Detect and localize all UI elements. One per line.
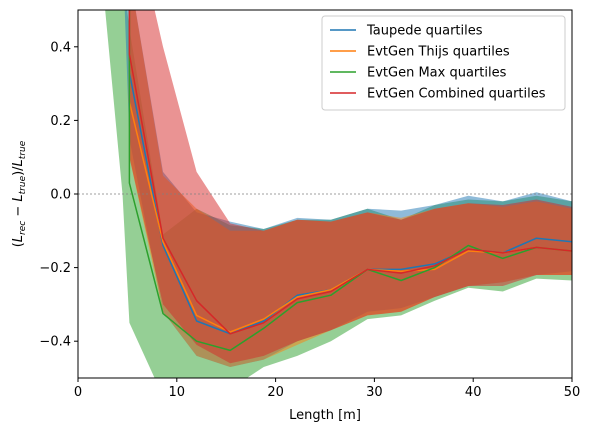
x-tick-label: 20 bbox=[267, 385, 284, 400]
legend-entry: Taupede quartiles bbox=[366, 24, 483, 39]
x-axis-ticks: 0 10 20 30 40 50 bbox=[74, 378, 580, 400]
median-lines bbox=[128, 10, 572, 352]
legend-box bbox=[321, 15, 566, 111]
median-line-evtgen-combined-quartiles bbox=[128, 10, 572, 335]
y-axis-label: (Lrec − Ltrue)/Ltrue bbox=[11, 140, 28, 247]
y-tick-label: 0.2 bbox=[50, 114, 71, 129]
median-line-evtgen-max-quartiles bbox=[128, 10, 572, 352]
y-tick-label: 0.4 bbox=[50, 40, 71, 55]
x-tick-label: 40 bbox=[465, 385, 482, 400]
quartile-bands bbox=[105, 10, 572, 378]
y-tick-label: −0.2 bbox=[39, 261, 71, 276]
band-evtgen-combined-quartiles bbox=[129, 10, 572, 364]
x-tick-label: 10 bbox=[169, 385, 186, 400]
x-axis-label: Length [m] bbox=[289, 408, 361, 423]
x-tick-label: 0 bbox=[74, 385, 82, 400]
y-tick-label: 0.0 bbox=[50, 188, 71, 203]
x-tick-label: 50 bbox=[564, 385, 581, 400]
legend: Taupede quartiles EvtGen Thijs quartiles E… bbox=[321, 15, 566, 111]
y-axis-ticks: −0.4 −0.2 0.0 0.2 0.4 bbox=[39, 40, 78, 350]
y-tick-label: −0.4 bbox=[39, 335, 71, 350]
legend-entry: EvtGen Combined quartiles bbox=[367, 87, 546, 102]
legend-entry: EvtGen Thijs quartiles bbox=[367, 45, 510, 60]
x-tick-label: 30 bbox=[366, 385, 383, 400]
legend-entry: EvtGen Max quartiles bbox=[367, 66, 507, 81]
